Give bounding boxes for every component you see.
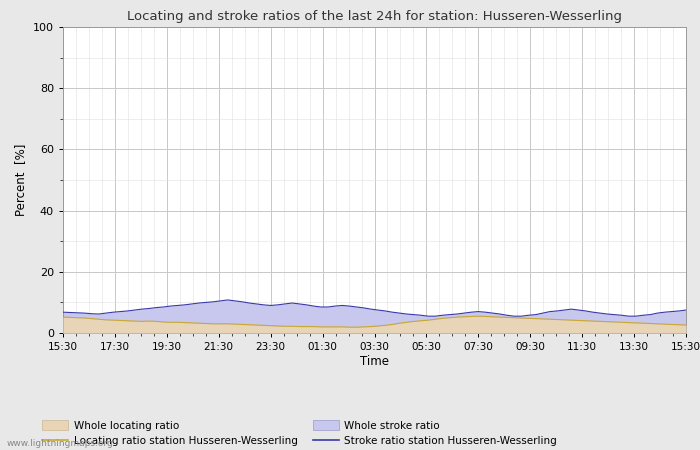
Legend: Whole locating ratio, Locating ratio station Husseren-Wesserling, Whole stroke r: Whole locating ratio, Locating ratio sta… — [38, 416, 561, 450]
Y-axis label: Percent  [%]: Percent [%] — [15, 144, 27, 216]
X-axis label: Time: Time — [360, 355, 389, 368]
Text: www.lightningmaps.org: www.lightningmaps.org — [7, 439, 113, 448]
Title: Locating and stroke ratios of the last 24h for station: Husseren-Wesserling: Locating and stroke ratios of the last 2… — [127, 10, 622, 23]
